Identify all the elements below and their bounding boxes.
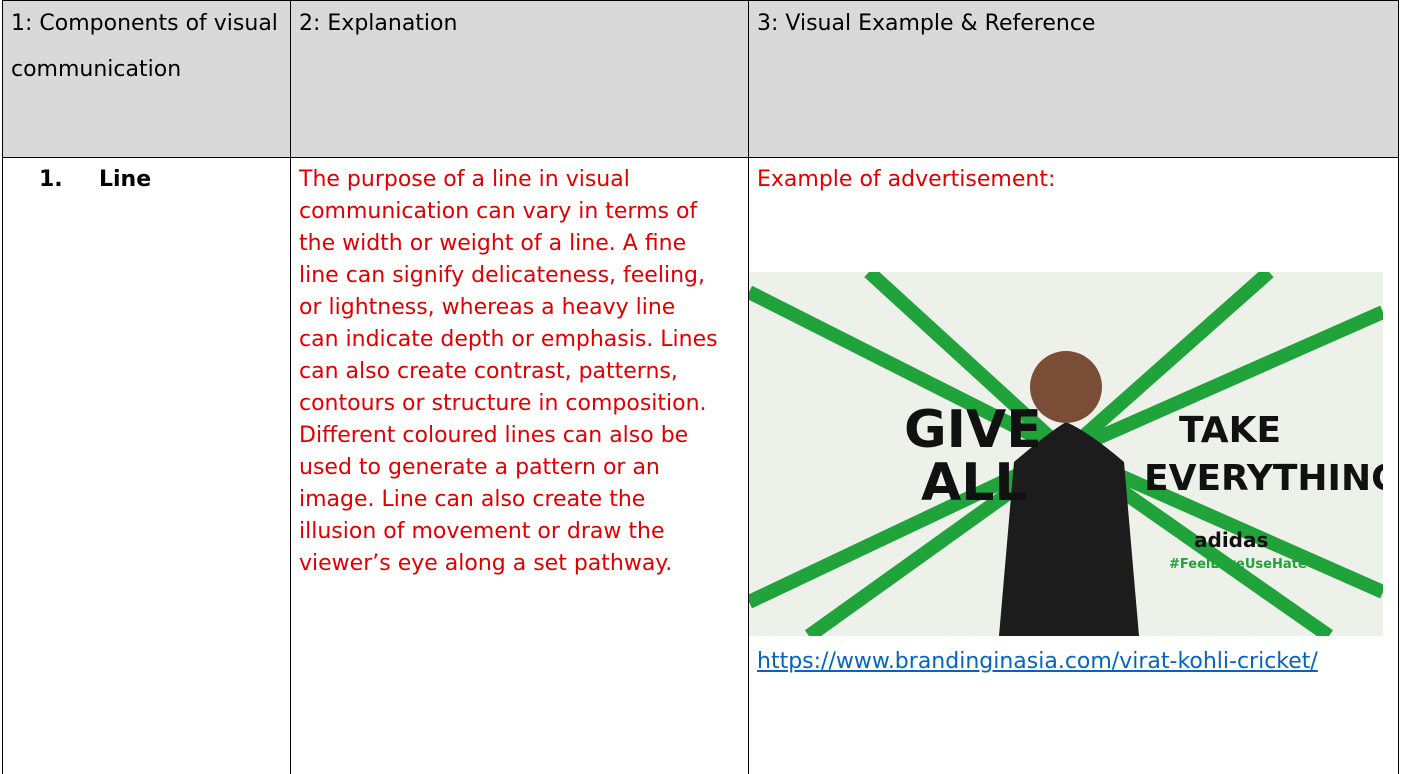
body-cell: Example of advertisement: GIVE ALL TAKE … (748, 158, 1399, 774)
ad-word: adidas (1194, 528, 1268, 552)
ad-word: TAKE (1179, 410, 1281, 451)
ad-word: EVERYTHING (1144, 458, 1383, 499)
ad-word: ALL (921, 453, 1028, 513)
body-cell: 1. Line (2, 158, 290, 774)
component-name: Line (99, 167, 152, 192)
header-text: 3: Visual Example & Reference (757, 11, 1096, 36)
ad-figure (999, 422, 1139, 636)
example-caption: Example of advertisement: (757, 167, 1056, 192)
ad-head (1030, 351, 1102, 423)
reference-link[interactable]: https://www.brandinginasia.com/virat-koh… (757, 649, 1318, 674)
header-cell: 3: Visual Example & Reference (748, 0, 1399, 158)
header-text: 1: Components of visual communication (11, 11, 278, 82)
ad-text: GIVE ALL TAKE EVERYTHING adidas #FeelLov… (904, 400, 1383, 572)
ad-word: #FeelLoveUseHate (1169, 557, 1307, 572)
header-cell: 1: Components of visual communication (2, 0, 290, 158)
explanation: The purpose of a line in visual communic… (299, 167, 718, 576)
body-cell: The purpose of a line in visual communic… (290, 158, 748, 774)
ad-image: GIVE ALL TAKE EVERYTHING adidas #FeelLov… (749, 272, 1383, 636)
ad-word: GIVE (904, 400, 1042, 460)
list-number: 1. (39, 167, 63, 192)
header-text: 2: Explanation (299, 11, 458, 36)
header-cell: 2: Explanation (290, 0, 748, 158)
